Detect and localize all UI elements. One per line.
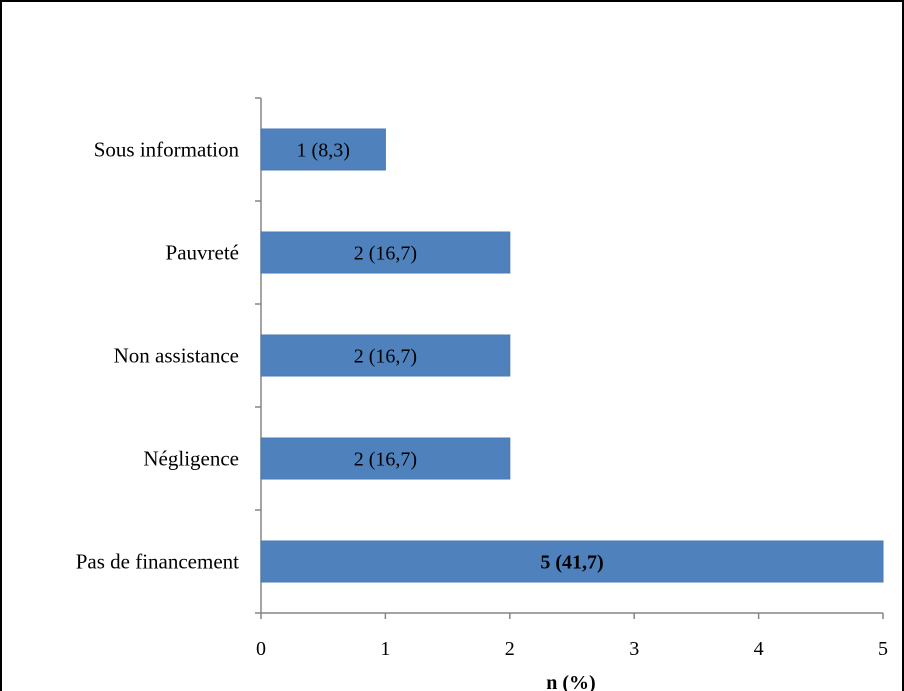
x-tick-label: 5 bbox=[878, 638, 888, 660]
bar-data-label: 2 (16,7) bbox=[354, 243, 417, 265]
category-label: Pas de financement bbox=[76, 550, 239, 574]
bar bbox=[260, 231, 511, 274]
bar-data-label: 5 (41,7) bbox=[540, 552, 603, 574]
category-label: Négligence bbox=[143, 447, 239, 471]
bar-data-label: 1 (8,3) bbox=[297, 140, 350, 162]
category-labels: Sous information Pauvreté Non assistance Né… bbox=[76, 138, 240, 574]
bars: 1 (8,3) 2 (16,7) 2 (16,7) 2 (16,7) 5 (41,7) bbox=[260, 128, 884, 583]
x-tick-label: 0 bbox=[256, 638, 266, 660]
bar bbox=[260, 128, 386, 171]
bar-data-label: 2 (16,7) bbox=[354, 449, 417, 471]
category-label: Sous information bbox=[94, 138, 240, 162]
bar bbox=[260, 437, 511, 480]
bar bbox=[260, 334, 511, 377]
x-tick-label: 2 bbox=[505, 638, 515, 660]
bar bbox=[260, 540, 884, 583]
x-tick-label: 4 bbox=[754, 638, 764, 660]
category-label: Non assistance bbox=[114, 344, 239, 368]
x-tick-label: 3 bbox=[629, 638, 639, 660]
x-tick-labels: 0 1 2 3 4 5 bbox=[256, 638, 888, 660]
axes bbox=[255, 97, 884, 619]
category-label: Pauvreté bbox=[166, 241, 239, 265]
x-tick-label: 1 bbox=[380, 638, 390, 660]
bar-data-label: 2 (16,7) bbox=[354, 346, 417, 368]
x-axis-title: n (%) bbox=[546, 672, 595, 691]
